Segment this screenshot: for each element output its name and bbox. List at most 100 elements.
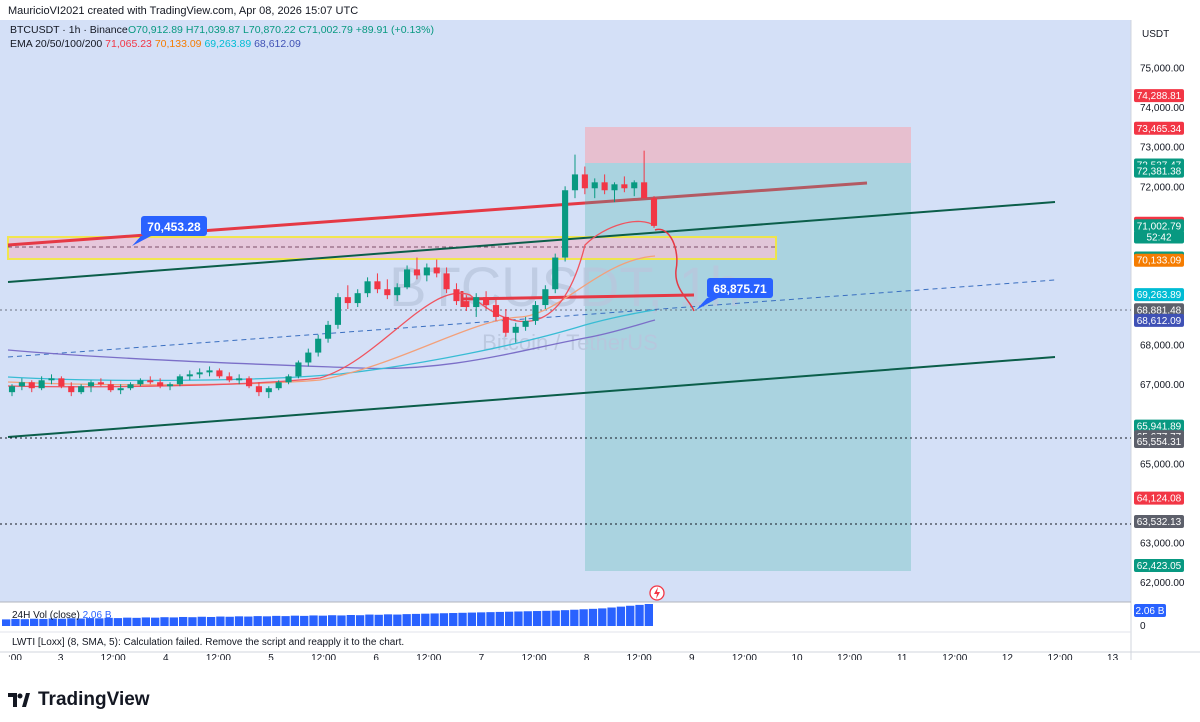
- projection-line: [654, 228, 695, 312]
- lightning-icon[interactable]: [649, 585, 665, 601]
- candle-body: [631, 182, 638, 189]
- y-tick-label: 63,000.00: [1140, 539, 1185, 550]
- candle-body: [502, 316, 509, 333]
- footer: TradingView: [0, 680, 1200, 722]
- x-tick-label: 5: [268, 653, 274, 660]
- volume-bar: [532, 611, 542, 626]
- candle-body: [137, 380, 144, 385]
- annotation-resistance[interactable]: 70,453.28: [132, 216, 207, 246]
- price-label-text: 68,881.48: [1137, 305, 1182, 316]
- legend-open: O70,912.89: [128, 24, 183, 36]
- candle-body: [463, 301, 470, 308]
- volume-bar: [197, 616, 206, 626]
- volume-bar: [290, 615, 300, 626]
- candle-body: [512, 326, 519, 333]
- y-axis: 75,000.00 74,000.00 73,000.00 72,000.00 68,0…: [1140, 64, 1185, 590]
- candle-body: [621, 184, 628, 189]
- volume-bar: [542, 610, 551, 626]
- candle-body: [542, 289, 549, 306]
- legend-ema20: 71,065.23: [105, 38, 152, 50]
- volume-group: [2, 604, 653, 626]
- channel-lower: [7, 356, 1056, 438]
- candle-body: [532, 305, 539, 321]
- x-tick-label: 12:00: [942, 653, 967, 660]
- price-label-text: 72,381.38: [1137, 167, 1182, 178]
- x-tick-label: 12:00: [1047, 653, 1072, 660]
- candle-body: [206, 370, 213, 373]
- price-label-text: 63,532.13: [1137, 517, 1182, 528]
- watermark-symbol: BTCUSDT, 1h: [389, 255, 741, 318]
- tradingview-logo[interactable]: TradingView: [8, 689, 150, 711]
- candle-body: [58, 378, 65, 387]
- volume-axis-label-bg: [1134, 604, 1166, 617]
- candle-body: [166, 384, 174, 387]
- supply-zone: [7, 236, 777, 260]
- volume-bar: [281, 616, 290, 626]
- volume-bar: [523, 611, 532, 626]
- volume-bar: [76, 618, 85, 626]
- candle-body: [374, 281, 381, 290]
- volume-bar: [337, 615, 346, 626]
- candle-body: [305, 352, 312, 363]
- price-label-tag: [1134, 164, 1184, 178]
- candle-body: [601, 182, 608, 191]
- svg-text:EMA 20/50/100/200 71,065.23 70: EMA 20/50/100/200 71,065.23 70,133.09 69…: [10, 38, 301, 50]
- currency-label: USDT: [1142, 29, 1169, 40]
- candle-body: [186, 374, 193, 377]
- candle-body: [176, 376, 183, 385]
- volume-bar: [467, 612, 477, 626]
- resistance-trendline: [7, 201, 586, 247]
- x-tick-label: :00: [8, 653, 22, 660]
- price-label-tag: [1134, 515, 1184, 529]
- price-chart[interactable]: BTCUSDT, 1h Bitcoin / TetherUS 70,453.28…: [0, 20, 1200, 664]
- x-axis: :00 3 12:00 4 12:00 5 12:00 6 12:00 7 12:00 8 12:00 9…: [8, 653, 1119, 664]
- annotation-support-text: 68,875.71: [713, 282, 767, 296]
- chart-credit: MauricioVI2021 created with TradingView.…: [8, 5, 359, 17]
- volume-bar: [458, 612, 467, 626]
- candle-body: [562, 190, 569, 258]
- candle-body: [334, 297, 342, 325]
- candle-body: [384, 289, 391, 296]
- volume-bar: [402, 614, 411, 626]
- volume-bar: [607, 607, 616, 626]
- price-label-tag: [1134, 434, 1184, 448]
- volume-bar: [514, 611, 523, 626]
- volume-bar: [588, 608, 598, 626]
- legend-high: H71,039.87: [186, 24, 240, 36]
- y-tick-label: 68,000.00: [1140, 341, 1185, 352]
- candle-body: [394, 287, 401, 296]
- volume-bar: [626, 605, 635, 626]
- x-tick-label: 9: [689, 653, 695, 660]
- candle-body: [591, 182, 598, 189]
- candle-body: [196, 372, 203, 375]
- volume-bar: [635, 604, 644, 626]
- volume-bar: [449, 613, 458, 626]
- volume-bar: [486, 612, 495, 626]
- volume-bar: [309, 615, 318, 626]
- volume-bar: [365, 614, 374, 626]
- volume-bar: [169, 617, 178, 626]
- volume-bar: [48, 618, 57, 626]
- volume-bar: [85, 618, 95, 626]
- price-label-text: 71,002.79: [1137, 221, 1182, 232]
- y-tick-label: 72,000.00: [1140, 182, 1185, 193]
- volume-bar: [616, 606, 626, 626]
- price-label-text: 64,124.08: [1137, 494, 1182, 505]
- candle-body: [423, 267, 430, 276]
- candle-body: [295, 362, 302, 377]
- volume-bar: [206, 616, 216, 626]
- volume-bar: [439, 613, 449, 626]
- volume-bar: [300, 615, 309, 626]
- legend-change: +89.91 (+0.13%): [356, 24, 434, 36]
- candle-body: [641, 182, 648, 199]
- volume-bar: [346, 615, 355, 626]
- tradingview-logo-icon: [8, 693, 30, 707]
- svg-text:O70,912.89 H71,039.87 L70,870.: O70,912.89 H71,039.87 L70,870.22 C71,002…: [128, 24, 434, 36]
- volume-bar: [151, 617, 160, 626]
- channel-mid-dashed: [7, 279, 1056, 358]
- brand-name: TradingView: [38, 689, 150, 710]
- x-tick-label: 12: [1002, 653, 1014, 660]
- chart-area[interactable]: BTCUSDT, 1h Bitcoin / TetherUS 70,453.28…: [0, 20, 1200, 664]
- annotation-support[interactable]: 68,875.71: [696, 278, 773, 310]
- volume-axis-zero: 0: [1140, 621, 1146, 632]
